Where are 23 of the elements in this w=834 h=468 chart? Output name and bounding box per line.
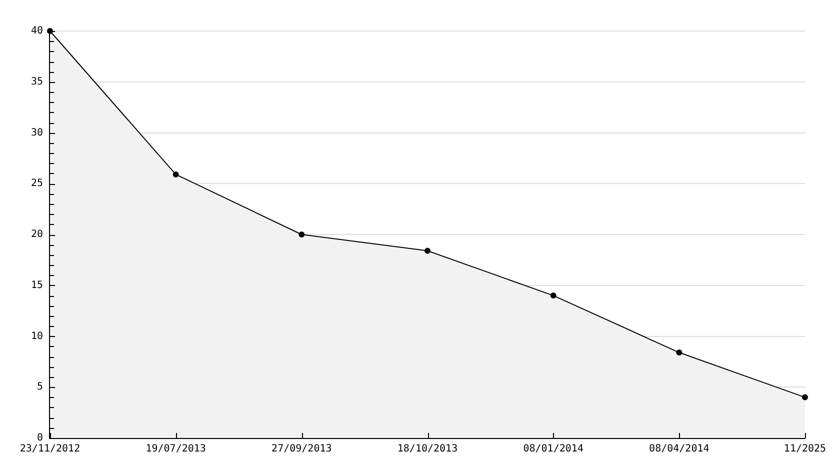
y-tick-label: 5 <box>36 382 43 393</box>
y-tick-label: 20 <box>30 229 43 240</box>
x-tick-label: 27/09/2013 <box>272 444 332 455</box>
y-tick-label: 25 <box>30 178 43 190</box>
x-tick-label: 08/04/2014 <box>649 444 710 455</box>
y-tick-label: 15 <box>30 280 43 291</box>
point <box>802 394 808 400</box>
x-tick-label: 08/01/2014 <box>523 444 584 455</box>
point <box>298 232 305 238</box>
point <box>172 171 179 178</box>
point <box>550 292 556 299</box>
point <box>424 248 430 254</box>
y-tick-label: 10 <box>30 330 43 342</box>
y-tick-label: 35 <box>30 76 43 88</box>
x-tick-label: 18/10/2013 <box>397 444 458 455</box>
y-tick-label: 30 <box>30 127 43 138</box>
x-tick-label: 11/2025 <box>784 444 826 455</box>
x-tick-label: 23/11/2012 <box>20 444 80 455</box>
point <box>676 350 682 356</box>
y-tick-label: 0 <box>36 432 43 444</box>
x-tick-label: 19/07/2013 <box>146 444 206 455</box>
point <box>47 28 53 34</box>
y-tick-label: 40 <box>30 26 43 37</box>
